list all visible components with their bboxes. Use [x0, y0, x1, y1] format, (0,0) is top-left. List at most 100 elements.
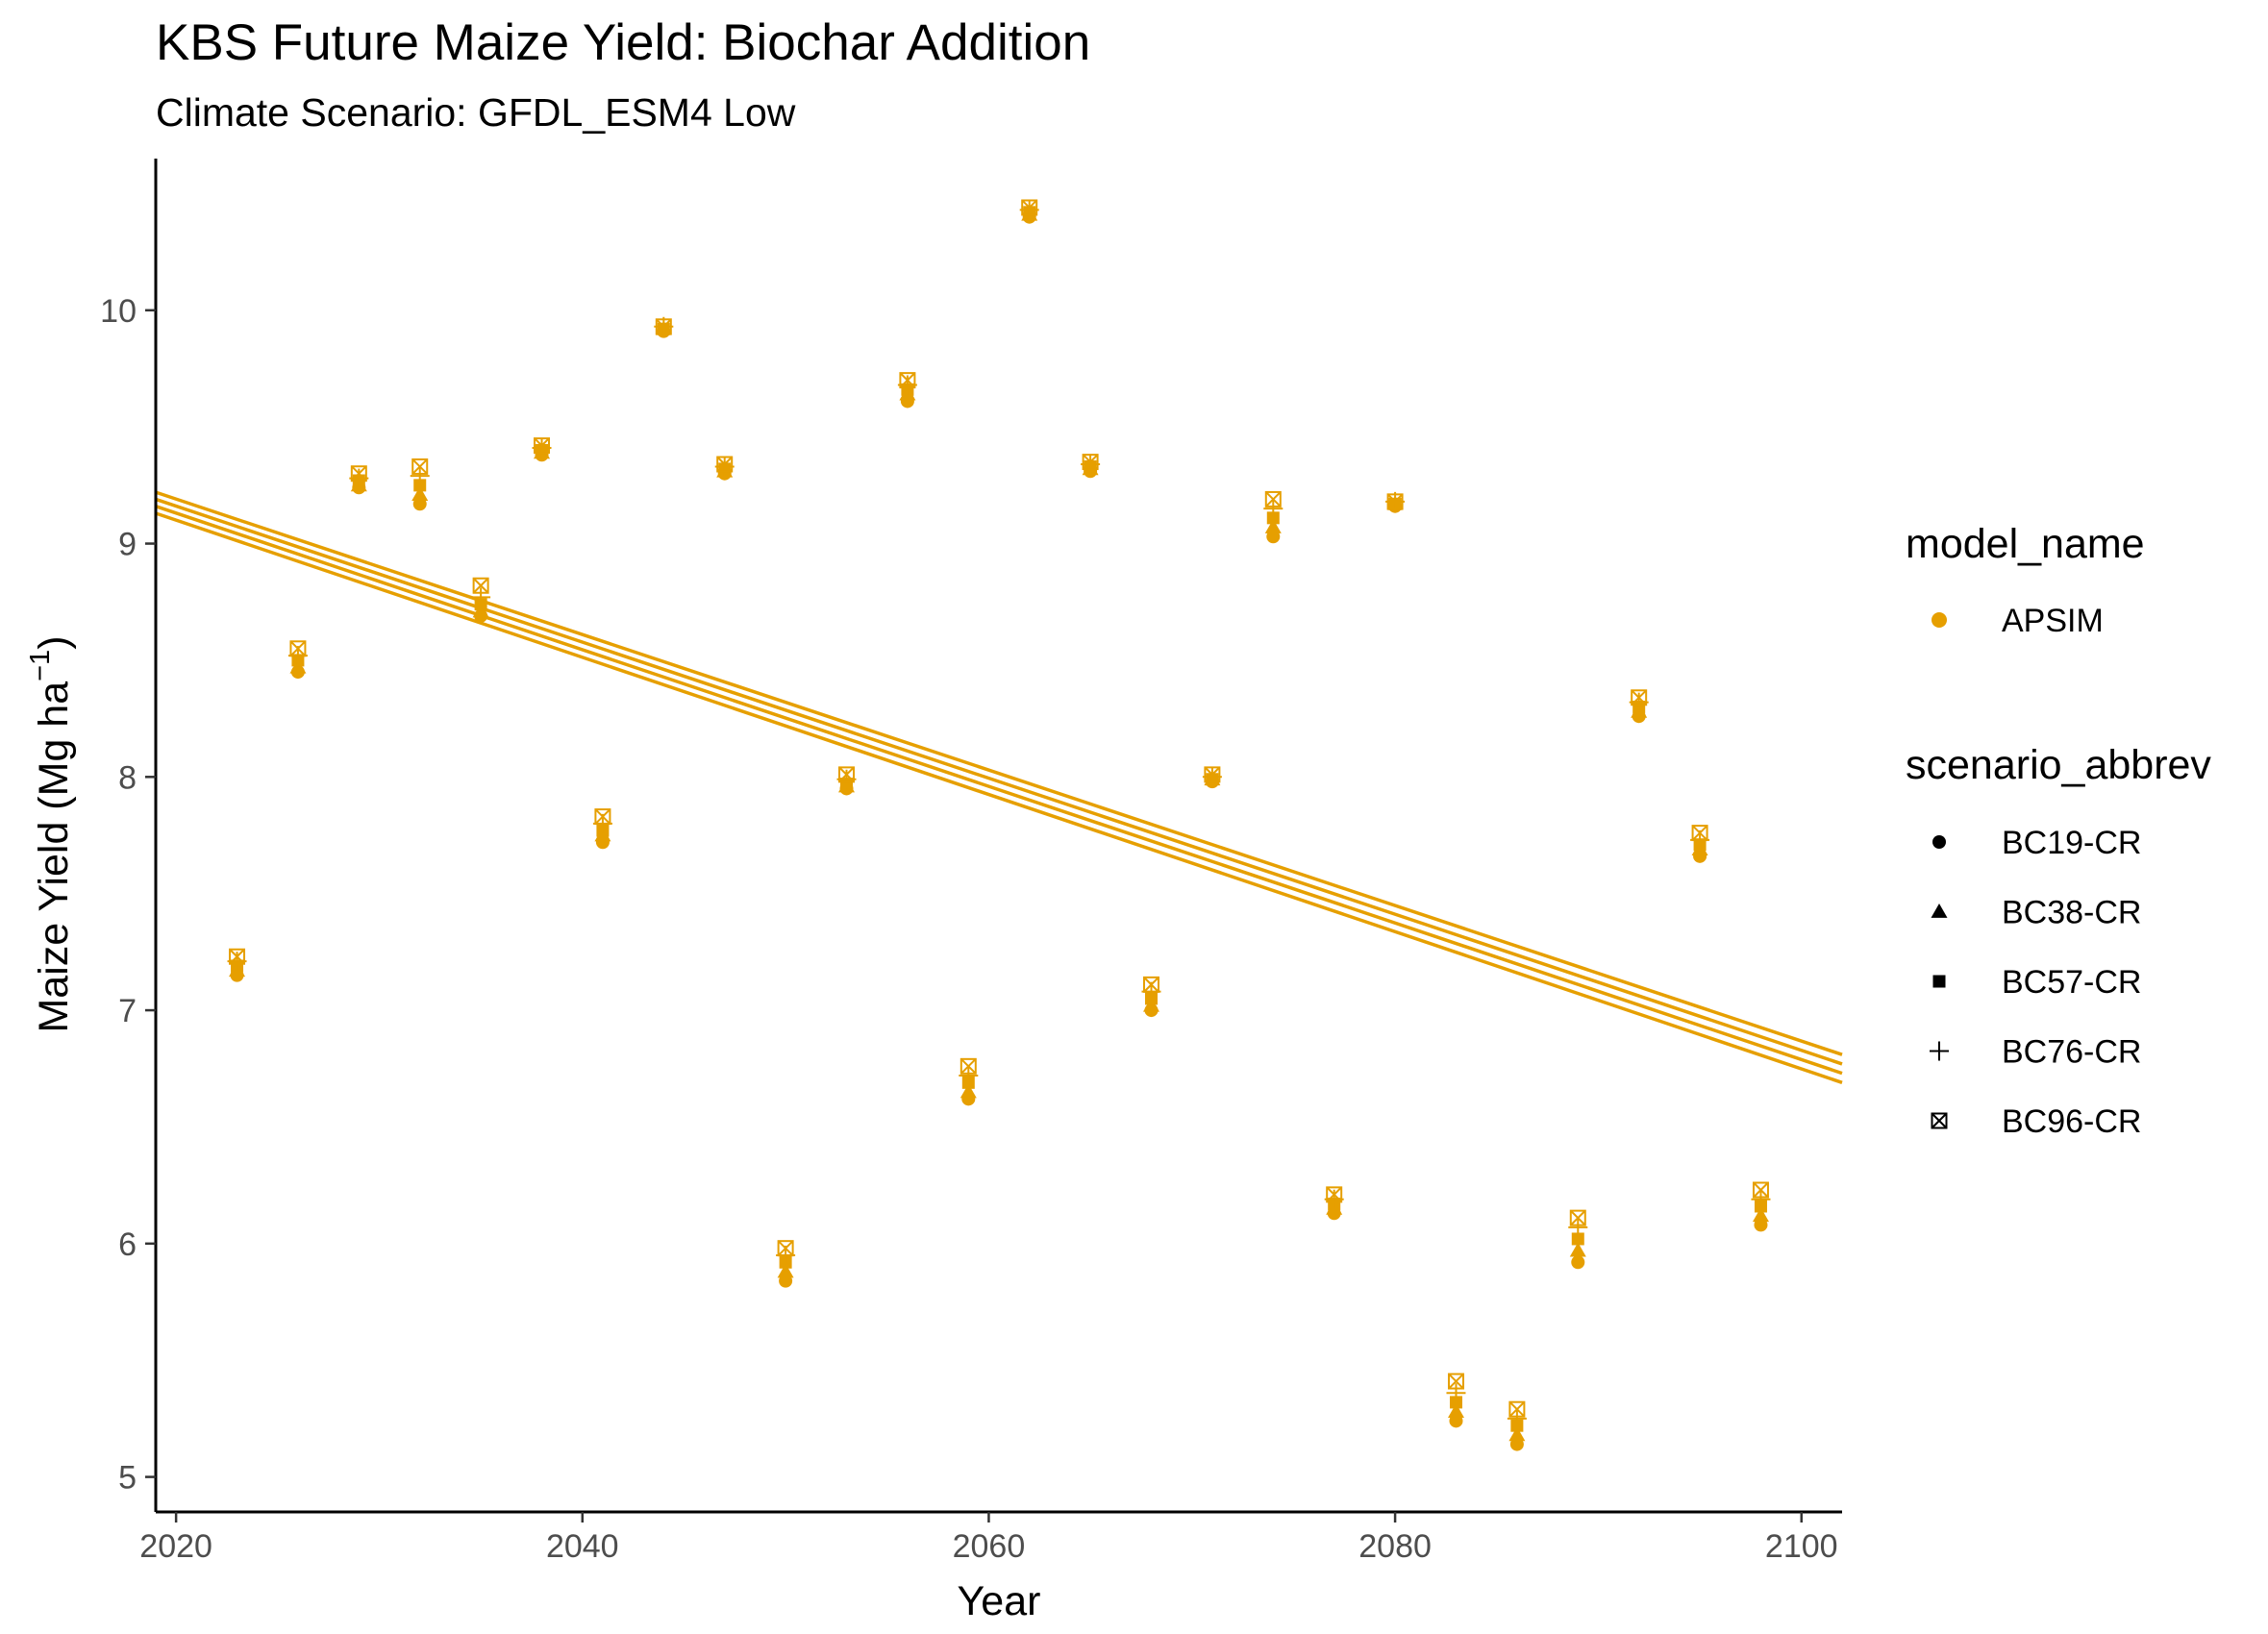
- cross-b: [1386, 493, 1404, 510]
- cross-b: [1753, 1181, 1769, 1199]
- box-shape: [289, 640, 307, 657]
- data-point: [1507, 1408, 1527, 1428]
- legend-scenario-items: BC19-CR BC38-CR BC57-CR BC76-CR BC96-CR: [1930, 825, 2141, 1140]
- cross-b: [594, 808, 611, 825]
- y-axis-title-superscript: −1: [25, 650, 56, 681]
- box-shape: [716, 456, 734, 473]
- legend-label: APSIM: [2002, 603, 2104, 639]
- box-shape: [1631, 689, 1648, 706]
- series-bc96-cr: [229, 199, 1769, 1418]
- series-bc19-cr: [230, 210, 1768, 1451]
- data-point: [594, 808, 611, 826]
- data-point: [1569, 1242, 1586, 1257]
- trend-line-bc57-cr: [155, 497, 1843, 1066]
- trend-line-bc38-cr: [155, 505, 1843, 1076]
- triangle-shape: [1931, 904, 1948, 918]
- box-shape: [350, 465, 367, 483]
- triangle-shape: [1447, 1403, 1464, 1418]
- legend-item-scenario: BC38-CR: [1931, 895, 2141, 931]
- legend-key-circle: [1932, 835, 1946, 849]
- data-point: [1263, 499, 1284, 519]
- data-point: [1571, 1255, 1585, 1270]
- data-point: [350, 465, 367, 483]
- cross-b: [1508, 1400, 1526, 1418]
- legend-label: BC19-CR: [2002, 825, 2141, 861]
- series-bc57-cr: [231, 206, 1767, 1432]
- legend-item-model: APSIM: [1932, 603, 2104, 639]
- cross-b: [1448, 1373, 1464, 1390]
- data-point: [1631, 689, 1648, 706]
- data-point: [534, 437, 551, 455]
- y-axis-title: Maize Yield (Mg ha−1): [25, 635, 77, 1032]
- data-point: [1752, 1181, 1769, 1199]
- cross-b: [1265, 491, 1282, 508]
- cross-b: [229, 949, 245, 965]
- data-point: [960, 1057, 977, 1075]
- box-shape: [1752, 1181, 1769, 1199]
- cross-b: [1021, 199, 1037, 216]
- box-shape: [1082, 454, 1099, 471]
- y-tick-label: 6: [118, 1226, 137, 1263]
- box-shape: [777, 1240, 794, 1257]
- cross-b: [899, 372, 916, 388]
- legend-key-circle: [1932, 612, 1947, 628]
- box-shape: [1142, 976, 1159, 993]
- box-shape: [472, 577, 489, 594]
- legend-item-scenario: BC57-CR: [1932, 964, 2141, 1001]
- data-point: [471, 587, 491, 607]
- box-shape: [960, 1057, 977, 1075]
- cross-b: [1204, 766, 1221, 783]
- data-point: [229, 948, 246, 965]
- data-point: [1752, 1207, 1769, 1223]
- cross-b: [656, 318, 672, 334]
- triangle-shape: [1264, 519, 1282, 533]
- y-tick-label: 5: [118, 1460, 137, 1497]
- data-point: [777, 1240, 794, 1257]
- data-point: [1568, 1217, 1588, 1237]
- box-shape: [229, 948, 246, 965]
- data-point: [1447, 1373, 1464, 1390]
- box-shape: [1447, 1373, 1464, 1390]
- triangle-shape: [777, 1263, 794, 1278]
- legend-item-scenario: BC96-CR: [1931, 1103, 2141, 1140]
- plot-panel: [155, 199, 1843, 1451]
- cross-b: [1691, 825, 1708, 841]
- legend-key-plus: [1930, 1041, 1949, 1061]
- cross-b: [716, 456, 733, 473]
- legend-title-scenario: scenario_abbrev: [1906, 742, 2211, 788]
- x-tick-label: 2020: [139, 1528, 212, 1565]
- box-shape: [1508, 1400, 1526, 1418]
- box-shape: [655, 318, 672, 335]
- data-point: [1204, 766, 1221, 783]
- data-point: [411, 486, 429, 501]
- legend-item-scenario: BC19-CR: [1932, 825, 2141, 861]
- data-point: [1386, 493, 1404, 510]
- data-points: [227, 199, 1771, 1451]
- trend-line-bc76-cr: [155, 490, 1843, 1056]
- x-tick-label: 2100: [1765, 1528, 1838, 1565]
- legend-key-square: [1932, 975, 1946, 988]
- data-point: [1264, 519, 1282, 533]
- cross-b: [351, 465, 367, 482]
- series-bc38-cr: [229, 206, 1769, 1442]
- legend-title-model: model_name: [1906, 521, 2145, 567]
- box-shape: [838, 766, 856, 783]
- circle-shape: [1571, 1255, 1585, 1270]
- data-point: [1142, 976, 1159, 993]
- legend-label: BC96-CR: [2002, 1103, 2141, 1140]
- data-point: [1264, 490, 1282, 508]
- data-point: [1691, 825, 1708, 842]
- y-axis-ticks: 5 6 7 8 9 10: [100, 293, 156, 1497]
- chart-title: KBS Future Maize Yield: Biochar Addition: [156, 14, 1090, 71]
- box-shape: [1691, 825, 1708, 842]
- box-shape: [594, 808, 611, 826]
- data-point: [1446, 1383, 1466, 1403]
- data-point: [1082, 454, 1099, 471]
- triangle-shape: [1569, 1242, 1586, 1257]
- box-shape: [1386, 493, 1404, 510]
- data-point: [1021, 199, 1038, 216]
- data-point: [1571, 1232, 1584, 1246]
- cross-b: [411, 458, 428, 475]
- chart-subtitle: Climate Scenario: GFDL_ESM4 Low: [156, 90, 796, 135]
- data-point: [411, 458, 429, 475]
